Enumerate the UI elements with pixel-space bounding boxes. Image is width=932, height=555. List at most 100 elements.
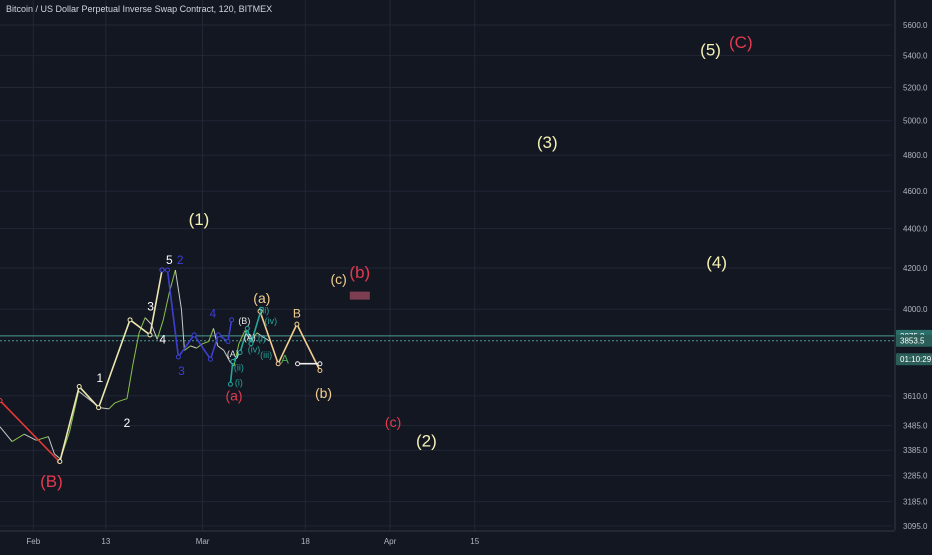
chart-title: Bitcoin / US Dollar Perpetual Inverse Sw…: [6, 4, 273, 14]
wave-label: 5: [166, 253, 173, 267]
wave-point: [275, 361, 281, 367]
wave-point: [57, 459, 63, 465]
wave-label: (ii): [234, 363, 244, 373]
marker-box: [349, 291, 370, 300]
wave-label: (c): [385, 414, 401, 430]
wave-label: (A): [244, 332, 256, 342]
price-segment: [84, 395, 92, 401]
wave-point: [227, 381, 233, 387]
y-tick-label: 4200.0: [903, 264, 928, 273]
price-segment: [108, 402, 116, 410]
wave-point: [295, 361, 301, 367]
price-segment: [196, 343, 203, 349]
wave-point: [257, 308, 263, 314]
wave-label: (iv): [248, 345, 261, 355]
wave-point: [225, 338, 231, 344]
wave-point: [229, 317, 235, 323]
wave-label: (1): [189, 210, 210, 229]
wave-label: B: [293, 307, 301, 321]
wave-point: [0, 398, 3, 404]
price-segment: [256, 332, 264, 338]
wave-label: 4: [159, 333, 166, 347]
y-tick-label: 3285.0: [903, 472, 928, 481]
price-segment: [223, 350, 231, 362]
wave-point: [191, 332, 197, 338]
wave-label: (i): [258, 333, 266, 343]
price-segment: [262, 336, 270, 342]
price-segment: [184, 345, 191, 351]
wave-point: [207, 356, 213, 362]
price-segment: [0, 426, 13, 442]
wave-point: [76, 384, 82, 390]
wave-label: (i): [235, 377, 243, 387]
x-tick-label: Feb: [26, 537, 40, 546]
wave-point: [317, 368, 323, 374]
price-segment: [99, 407, 109, 410]
wave-point: [165, 267, 171, 273]
price-segment: [78, 390, 85, 397]
wave-label: (ii): [259, 305, 269, 315]
wave-point: [294, 321, 300, 327]
elliott-wave-lines: [0, 267, 323, 465]
y-tick-label: 3385.0: [903, 446, 928, 455]
x-tick-label: 15: [470, 537, 479, 546]
wave-line: [59, 269, 163, 462]
y-tick-label: 3185.0: [903, 498, 928, 507]
wave-label: (a): [225, 388, 242, 404]
y-tick-label: 3610.0: [903, 392, 928, 401]
price-series: [0, 269, 270, 460]
wave-point: [215, 332, 221, 338]
wave-point: [96, 405, 102, 411]
wave-label: A: [281, 353, 289, 367]
wave-label: (2): [416, 431, 437, 450]
price-segment: [212, 328, 219, 347]
wave-label: (A): [227, 349, 239, 359]
price-segment: [190, 345, 197, 349]
price-segment: [69, 391, 80, 432]
price-segment: [162, 292, 170, 320]
y-tick-label: 5200.0: [903, 84, 928, 93]
price-label-bg: [896, 353, 932, 366]
y-tick-label: 3095.0: [903, 522, 928, 531]
wave-point: [230, 358, 236, 364]
wave-line: [259, 311, 321, 371]
wave-line: [162, 269, 233, 360]
price-label: 01:10:29: [900, 355, 932, 364]
price-segment: [238, 330, 246, 344]
y-tick-label: 5600.0: [903, 21, 928, 30]
wave-label: 2: [177, 253, 184, 267]
wave-point: [175, 354, 181, 360]
wave-label: (4): [706, 253, 727, 272]
wave-labels: (1)(2)(3)(4)(5) (C)(B)(c)(a)(b)(c)(a)(b)A…: [40, 33, 753, 491]
price-segment: [138, 317, 146, 333]
wave-label: 3: [178, 364, 185, 378]
y-tick-label: 4600.0: [903, 187, 928, 196]
wave-label: (B): [238, 316, 250, 326]
wave-label: 4: [210, 307, 217, 321]
price-segment: [174, 269, 182, 310]
price-label: 3853.5: [900, 337, 925, 346]
wave-point: [248, 341, 254, 347]
price-segment: [180, 309, 185, 351]
price-segment: [11, 433, 25, 442]
price-segment: [47, 436, 55, 455]
price-segment: [208, 328, 214, 342]
wave-point: [237, 350, 243, 356]
price-segment: [54, 453, 61, 460]
wave-label: (iii): [260, 350, 272, 360]
wave-label: 3: [147, 299, 154, 313]
wave-line: [229, 308, 263, 385]
wave-label: (c): [330, 271, 346, 287]
wave-label: (C): [729, 33, 753, 52]
wave-line: [0, 400, 60, 463]
wave-point: [147, 332, 153, 338]
wave-point: [159, 267, 165, 273]
wave-point: [127, 317, 133, 323]
y-tick-label: 5000.0: [903, 117, 928, 126]
y-tick-label: 4000.0: [903, 305, 928, 314]
grid: [0, 0, 895, 530]
y-tick-label: 4800.0: [903, 151, 928, 160]
